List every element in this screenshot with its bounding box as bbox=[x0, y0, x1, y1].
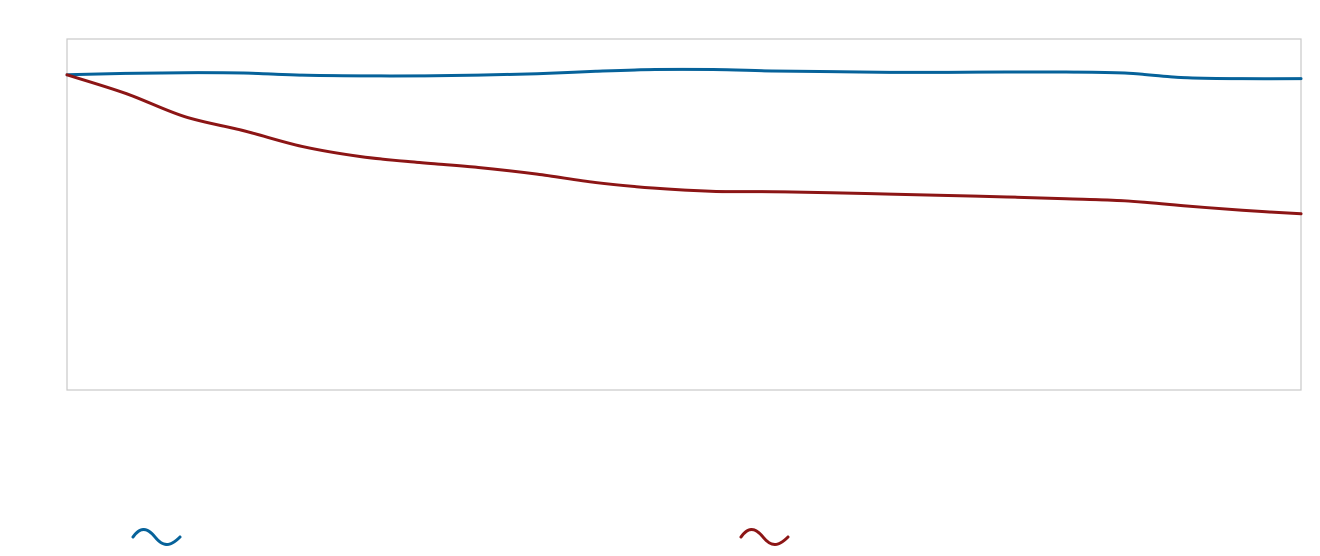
series-layer bbox=[65, 67, 1303, 216]
legend-line-series-1 bbox=[131, 528, 182, 546]
legend-item-series-2 bbox=[738, 520, 794, 556]
legend-line-series-2 bbox=[739, 528, 790, 546]
series-line-2 bbox=[65, 73, 1303, 216]
legend-item-series-1 bbox=[130, 520, 186, 556]
series-line-1 bbox=[65, 67, 1303, 81]
plot-area-frame bbox=[66, 38, 1302, 391]
legend-swatch-series-1 bbox=[131, 528, 182, 546]
legend-swatch-series-2 bbox=[739, 528, 790, 546]
